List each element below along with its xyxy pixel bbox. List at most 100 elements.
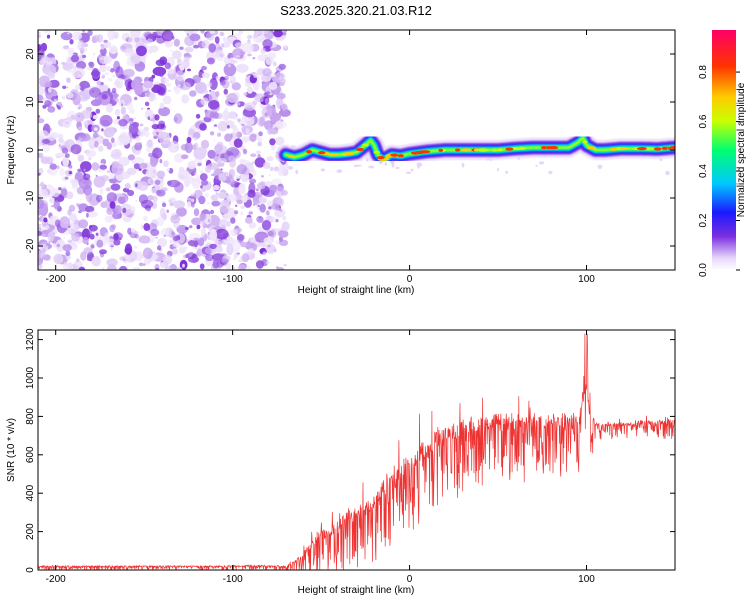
noise-speckle: [240, 241, 247, 248]
noise-speckle: [132, 266, 141, 270]
chart-title: S233.2025.320.21.03.R12: [280, 3, 432, 18]
noise-speckle: [283, 263, 287, 267]
noise-speckle: [264, 98, 270, 105]
noise-speckle: [87, 211, 98, 218]
noise-speckle: [87, 257, 91, 261]
noise-speckle: [103, 41, 112, 48]
noise-speckle: [243, 92, 248, 96]
noise-speckle: [236, 131, 243, 138]
noise-speckle: [215, 91, 220, 97]
noise-speckle: [70, 54, 80, 63]
noise-speckle: [164, 39, 173, 48]
noise-speckle: [122, 207, 127, 214]
carrier-peak: [455, 148, 461, 152]
noise-speckle: [129, 89, 133, 93]
noise-speckle: [152, 66, 167, 77]
noise-speckle: [231, 162, 234, 167]
noise-speckle: [141, 199, 154, 209]
noise-speckle: [173, 235, 180, 242]
noise-speckle: [253, 73, 259, 78]
noise-speckle: [230, 228, 238, 237]
noise-speckle: [134, 142, 143, 151]
noise-speckle: [280, 119, 284, 122]
noise-speckle: [259, 203, 267, 213]
noise-speckle: [267, 245, 271, 248]
signal-speckle: [368, 165, 375, 169]
noise-speckle: [226, 147, 240, 158]
noise-speckle: [277, 167, 285, 177]
noise-speckle: [156, 36, 165, 44]
noise-speckle: [77, 106, 81, 110]
noise-speckle: [172, 248, 179, 255]
noise-speckle: [113, 97, 119, 103]
noise-speckle: [96, 239, 104, 248]
noise-speckle: [152, 147, 163, 159]
noise-speckle: [262, 251, 267, 256]
noise-speckle: [276, 267, 285, 270]
noise-speckle: [95, 194, 103, 203]
noise-speckle: [184, 30, 191, 34]
noise-speckle: [49, 127, 52, 132]
noise-speckle: [107, 30, 116, 41]
noise-speckle: [236, 252, 240, 255]
noise-speckle: [133, 245, 138, 249]
noise-speckle: [62, 155, 70, 168]
noise-speckle: [236, 234, 245, 241]
noise-speckle: [38, 32, 41, 37]
noise-speckle: [62, 45, 70, 50]
noise-speckle: [95, 108, 101, 114]
noise-speckle: [265, 57, 275, 66]
noise-speckle: [142, 247, 153, 259]
noise-speckle: [251, 161, 255, 165]
noise-speckle: [265, 91, 270, 95]
noise-speckle: [130, 30, 141, 40]
noise-speckle: [41, 248, 47, 254]
noise-speckle: [48, 241, 51, 244]
noise-speckle: [278, 108, 291, 117]
noise-speckle: [66, 92, 74, 99]
noise-speckle: [244, 241, 254, 250]
noise-speckle: [156, 131, 159, 135]
noise-speckle: [140, 107, 144, 110]
noise-speckle: [225, 113, 229, 117]
noise-speckle: [246, 86, 253, 94]
noise-speckle: [118, 156, 130, 167]
noise-speckle: [173, 243, 178, 247]
noise-speckle: [81, 228, 91, 241]
noise-speckle: [38, 35, 41, 38]
noise-speckle: [49, 197, 55, 203]
noise-speckle: [114, 108, 121, 116]
noise-speckle: [236, 164, 248, 175]
noise-speckle: [267, 103, 271, 107]
noise-speckle: [118, 196, 126, 205]
noise-speckle: [206, 201, 211, 205]
noise-speckle: [61, 147, 69, 154]
noise-speckle: [69, 213, 78, 222]
noise-speckle: [88, 61, 95, 69]
snr-series: [38, 332, 675, 570]
noise-speckle: [38, 142, 43, 147]
noise-speckle: [124, 254, 130, 259]
noise-speckle: [103, 39, 108, 43]
noise-speckle: [235, 175, 241, 180]
noise-speckle: [113, 239, 121, 246]
noise-speckle: [133, 163, 141, 170]
noise-speckle: [265, 210, 270, 216]
noise-speckle: [123, 68, 135, 78]
noise-speckle: [140, 224, 144, 230]
noise-speckle: [56, 243, 61, 248]
noise-speckle: [216, 49, 225, 62]
carrier-peak: [414, 150, 425, 155]
noise-speckle: [58, 187, 62, 191]
noise-speckle: [118, 119, 128, 127]
colorbar-label: Normalized spectral amplitude: [736, 82, 747, 217]
noise-speckle: [205, 254, 214, 262]
noise-speckle: [263, 161, 271, 169]
noise-speckle: [97, 145, 104, 152]
snr-line: [38, 332, 675, 570]
noise-speckle: [138, 262, 144, 267]
y-tick-label: 200: [25, 523, 36, 540]
noise-speckle: [56, 165, 60, 169]
noise-speckle: [109, 45, 118, 54]
noise-speckle: [215, 245, 223, 253]
